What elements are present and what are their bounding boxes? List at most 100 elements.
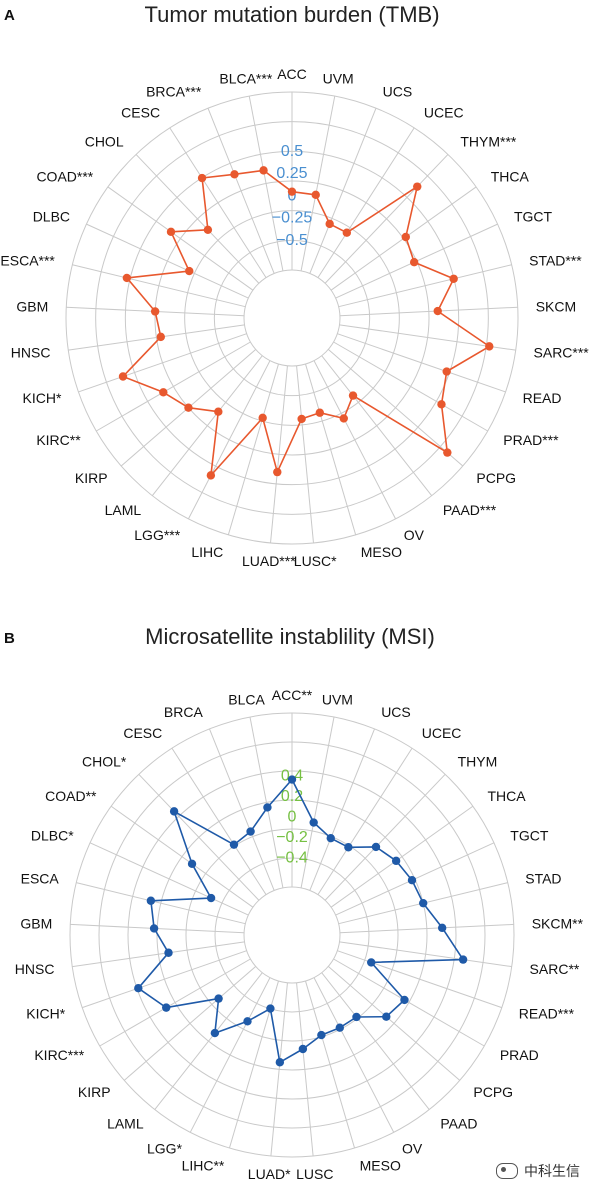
data-point-skcm bbox=[433, 306, 442, 316]
grid-spoke bbox=[154, 972, 263, 1110]
grid-spoke bbox=[110, 805, 254, 908]
grid-spoke bbox=[337, 333, 506, 393]
category-label-cesc: CESC bbox=[121, 105, 160, 121]
category-label-meso: MESO bbox=[361, 544, 402, 560]
grid-spoke bbox=[309, 728, 375, 891]
wechat-icon bbox=[496, 1163, 518, 1179]
data-point-kirc bbox=[162, 1003, 171, 1012]
category-label-chol: CHOL bbox=[85, 133, 124, 149]
grid-spoke bbox=[151, 355, 263, 496]
data-point-luad bbox=[275, 1058, 285, 1067]
data-point-pcpg bbox=[443, 448, 452, 457]
data-point-acc bbox=[287, 187, 297, 196]
category-label-sarc: SARC*** bbox=[534, 345, 590, 361]
category-label-kirc: KIRC*** bbox=[34, 1047, 84, 1063]
category-label-dlbc: DLBC bbox=[33, 209, 70, 225]
data-point-tgct bbox=[407, 875, 417, 885]
data-point-lgg bbox=[206, 471, 216, 480]
data-point-sarc bbox=[485, 342, 494, 351]
data-point-acc bbox=[287, 775, 297, 784]
radial-tick-label: 0.25 bbox=[276, 165, 307, 182]
category-label-lgg: LGG* bbox=[147, 1140, 183, 1156]
grid-spoke bbox=[321, 972, 430, 1110]
grid-spoke bbox=[330, 805, 474, 908]
grid-spoke bbox=[96, 341, 251, 432]
category-label-uvm: UVM bbox=[323, 70, 354, 86]
category-label-skcm: SKCM** bbox=[532, 916, 584, 932]
grid-spoke bbox=[72, 941, 245, 968]
data-point-paad bbox=[352, 1012, 361, 1022]
data-point-ucs bbox=[326, 833, 335, 843]
data-point-meso bbox=[317, 1030, 326, 1040]
data-point-thym bbox=[371, 842, 381, 852]
grid-spoke bbox=[107, 186, 254, 291]
data-point-lihc bbox=[266, 1004, 275, 1013]
radial-tick-label: 0.5 bbox=[281, 143, 303, 160]
tmb-radar-chart: 0.50.250−0.25−0.5ACCUVMUCSUCECTHYM***THC… bbox=[0, 66, 589, 569]
data-point-esca bbox=[146, 896, 156, 905]
data-point-laml bbox=[210, 1028, 220, 1038]
grid-spoke bbox=[333, 958, 485, 1047]
category-label-stad: STAD*** bbox=[529, 252, 582, 268]
category-label-lihc: LIHC** bbox=[182, 1157, 225, 1173]
data-point-lihc bbox=[258, 413, 267, 423]
msi-radar-chart: 0.40.20−0.2−0.4ACC**UVMUCSUCECTHYMTHCATG… bbox=[15, 687, 584, 1182]
category-label-ov: OV bbox=[402, 1140, 423, 1156]
category-label-ucs: UCS bbox=[383, 83, 413, 99]
data-point-luad bbox=[273, 467, 282, 477]
category-label-thca: THCA bbox=[487, 788, 526, 804]
category-label-coad: COAD*** bbox=[36, 168, 93, 184]
category-label-lihc: LIHC bbox=[191, 544, 223, 560]
grid-ring bbox=[243, 269, 341, 367]
data-point-stad bbox=[418, 898, 428, 908]
grid-spoke bbox=[209, 728, 275, 891]
category-label-chol: CHOL* bbox=[82, 753, 127, 769]
category-label-read: READ bbox=[523, 390, 562, 406]
grid-spoke bbox=[99, 958, 251, 1047]
data-point-lusc bbox=[298, 1044, 308, 1054]
grid-spoke bbox=[123, 966, 257, 1081]
grid-spoke bbox=[249, 716, 284, 888]
data-point-brca bbox=[246, 827, 255, 836]
category-label-brca: BRCA bbox=[164, 704, 204, 720]
grid-spoke bbox=[296, 982, 314, 1157]
category-label-paad: PAAD bbox=[440, 1116, 477, 1132]
category-label-luad: LUAD* bbox=[248, 1166, 291, 1182]
data-point-prad bbox=[400, 995, 409, 1005]
category-label-brca: BRCA*** bbox=[146, 83, 202, 99]
category-label-blca: BLCA*** bbox=[219, 70, 272, 86]
grid-spoke bbox=[270, 365, 288, 544]
category-label-tgct: TGCT bbox=[510, 827, 549, 843]
data-point-ov bbox=[335, 1023, 344, 1032]
grid-spoke bbox=[138, 773, 260, 901]
panel-a-letter: A bbox=[4, 7, 15, 24]
data-point-pcpg bbox=[382, 1012, 391, 1021]
data-point-kich bbox=[134, 983, 143, 993]
data-point-ov bbox=[339, 414, 348, 423]
category-label-uvm: UVM bbox=[322, 691, 353, 707]
grid-spoke bbox=[324, 154, 449, 284]
grid-spoke bbox=[207, 108, 275, 274]
grid-spoke bbox=[321, 355, 433, 496]
data-point-gbm bbox=[150, 307, 160, 316]
series-line bbox=[122, 169, 491, 477]
data-point-lusc bbox=[297, 414, 306, 424]
data-point-cesc bbox=[197, 173, 207, 183]
panel-a-title: Tumor mutation burden (TMB) bbox=[144, 2, 439, 27]
grid-spoke bbox=[68, 324, 245, 351]
category-label-prad: PRAD bbox=[500, 1047, 539, 1063]
data-point-uvm bbox=[309, 818, 318, 827]
data-point-dlbc bbox=[206, 893, 216, 903]
category-label-cesc: CESC bbox=[123, 725, 162, 741]
data-point-hnsc bbox=[164, 948, 173, 957]
grid-spoke bbox=[296, 365, 314, 544]
data-point-coad bbox=[166, 227, 176, 237]
category-label-lusc: LUSC* bbox=[294, 553, 337, 569]
data-point-kirp bbox=[214, 994, 223, 1003]
data-point-thym bbox=[413, 182, 422, 191]
category-label-kich: KICH* bbox=[26, 1005, 65, 1021]
data-point-blca bbox=[259, 166, 268, 175]
category-label-pcpg: PCPG bbox=[473, 1084, 513, 1100]
category-label-ov: OV bbox=[404, 527, 425, 543]
